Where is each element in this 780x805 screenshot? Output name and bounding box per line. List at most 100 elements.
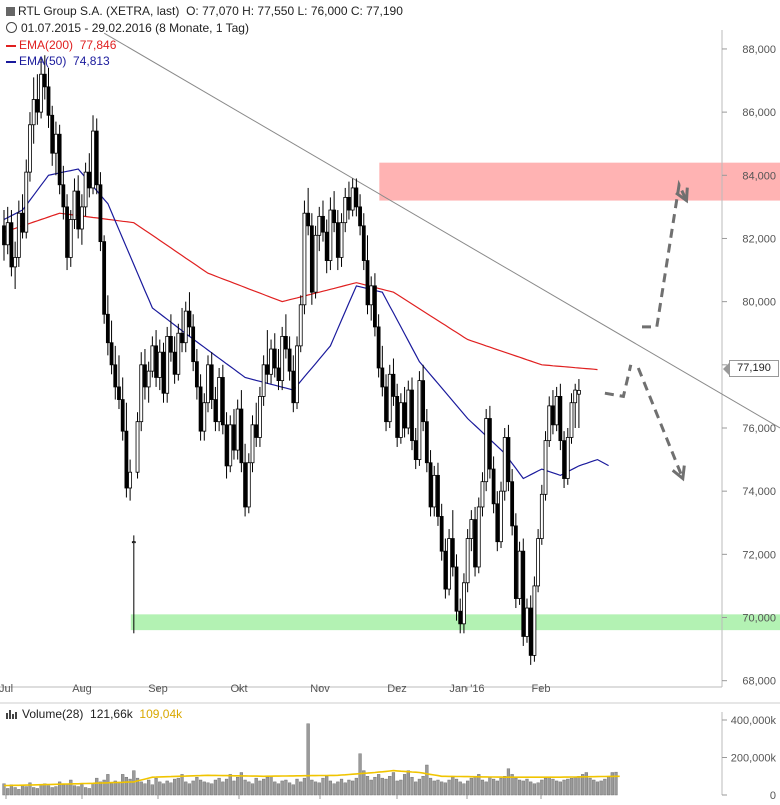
- volume-bar: [321, 777, 325, 796]
- scenario-path-down: [636, 367, 685, 480]
- candle-body: [398, 402, 403, 438]
- chart-type-icon: [6, 7, 15, 16]
- candle-body: [198, 386, 203, 432]
- candle-body: [395, 396, 400, 438]
- scenario-path-short: [604, 364, 633, 399]
- candle-body: [462, 582, 466, 625]
- volume-bar: [61, 784, 65, 796]
- volume-bar: [532, 783, 536, 796]
- candle-body: [128, 471, 133, 489]
- volume-bar: [339, 778, 344, 796]
- candle-body: [536, 538, 541, 587]
- volume-bar: [128, 778, 132, 796]
- candle-body: [469, 519, 474, 539]
- candle-body: [291, 370, 296, 404]
- candle-body: [161, 351, 166, 394]
- candle-body: [68, 219, 73, 258]
- y-tick-label: 76,000: [742, 423, 776, 435]
- instrument-name: RTL Group S.A. (XETRA, last): [18, 4, 180, 18]
- candle-body: [272, 348, 277, 369]
- volume-bar: [17, 789, 21, 796]
- volume-bar: [32, 787, 36, 796]
- candle-body: [558, 396, 563, 442]
- volume-bar: [143, 783, 147, 796]
- candle-body: [217, 377, 222, 423]
- volume-bar: [65, 783, 69, 796]
- candle-body: [450, 538, 455, 568]
- x-tick-label: Sep: [148, 683, 168, 695]
- candle-body: [243, 462, 247, 508]
- candle-body: [539, 493, 544, 539]
- volume-bar: [262, 778, 266, 796]
- volume-bar: [458, 781, 462, 796]
- volume-tick-label: 400,000k: [731, 715, 777, 727]
- volume-bar: [173, 778, 177, 796]
- volume-bar: [13, 787, 17, 796]
- candle-body: [432, 474, 437, 508]
- volume-bar: [180, 774, 184, 796]
- candle-body: [131, 541, 136, 544]
- candle-body: [528, 607, 533, 656]
- volume-bar: [124, 776, 128, 796]
- candle-body: [476, 506, 481, 568]
- candle-body: [220, 377, 225, 426]
- volume-bar: [477, 774, 481, 796]
- candle-body: [406, 389, 411, 429]
- volume-bar: [577, 776, 581, 796]
- candle-body: [258, 396, 262, 438]
- volume-bar: [254, 777, 258, 796]
- volume-bar: [236, 776, 240, 796]
- volume-bar: [95, 777, 99, 796]
- volume-bar: [76, 786, 80, 796]
- candle-body: [376, 326, 381, 369]
- volume-bar: [536, 782, 540, 796]
- x-tick-label: Jan '16: [449, 683, 484, 695]
- candle-body: [510, 481, 515, 527]
- candle-body: [525, 607, 529, 637]
- candle-body: [573, 389, 578, 404]
- volume-bar: [232, 780, 236, 796]
- volume-bar: [480, 779, 485, 796]
- candle-body: [20, 212, 25, 233]
- candle-body: [91, 130, 95, 189]
- volume-bar: [154, 777, 158, 796]
- candle-body: [76, 190, 81, 230]
- candle-body: [176, 332, 181, 375]
- candle-body: [194, 361, 199, 388]
- volume-bar: [83, 787, 88, 796]
- volume-bar: [176, 777, 180, 796]
- volume-bar: [447, 779, 451, 796]
- volume-tick-label: 200,000k: [731, 753, 777, 765]
- ema200-label: EMA(200): [19, 38, 74, 52]
- candle-body: [120, 399, 125, 432]
- candle-body: [499, 490, 503, 543]
- candle-body: [358, 206, 362, 227]
- volume-bar: [414, 781, 418, 796]
- volume-bar: [325, 776, 329, 796]
- resistance-zone: [379, 162, 780, 201]
- candle-body: [206, 364, 210, 404]
- candle-body: [365, 260, 370, 306]
- candle-body: [521, 550, 526, 637]
- volume-bar: [161, 783, 166, 796]
- volume-bar: [258, 780, 262, 796]
- candle-body: [502, 437, 507, 492]
- volume-bar: [58, 781, 62, 796]
- candle-body: [24, 171, 29, 233]
- volume-bar: [184, 781, 188, 796]
- candle-body: [228, 424, 233, 467]
- candle-body: [79, 206, 84, 230]
- volume-bar: [488, 776, 492, 796]
- volume-bar: [425, 764, 429, 796]
- volume-bar: [276, 783, 281, 796]
- candle-body: [283, 335, 288, 350]
- x-tick-label: Feb: [532, 683, 551, 695]
- candle-body: [350, 187, 355, 211]
- candle-body: [276, 367, 281, 382]
- ema50-legend: EMA(50) 74,813: [6, 54, 110, 68]
- volume-bar: [343, 782, 347, 796]
- volume-bar: [503, 776, 507, 796]
- candle-body: [146, 370, 151, 388]
- volume-bar: [147, 779, 151, 796]
- volume-bar: [436, 779, 440, 796]
